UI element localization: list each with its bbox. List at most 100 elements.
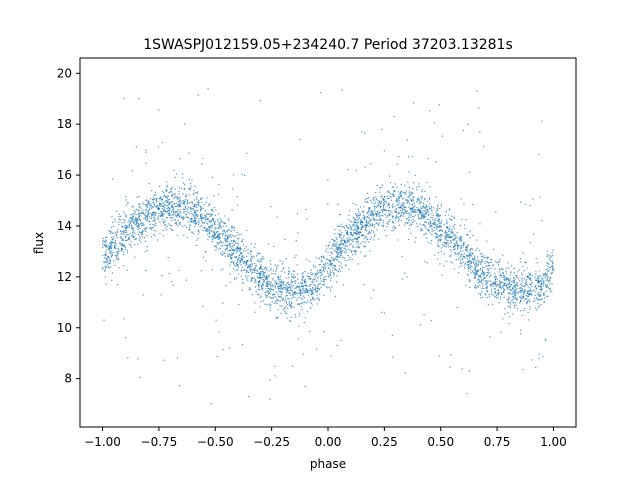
data-point	[134, 232, 136, 234]
data-point	[408, 194, 411, 196]
data-point	[418, 186, 420, 188]
data-point	[111, 236, 113, 238]
data-point	[423, 210, 426, 212]
data-point	[387, 223, 389, 225]
data-point	[231, 245, 234, 248]
data-point	[435, 217, 437, 220]
data-point	[291, 276, 294, 279]
data-point	[514, 292, 516, 295]
data-point	[387, 197, 390, 200]
data-point	[236, 261, 238, 264]
data-point	[394, 218, 396, 221]
data-point	[548, 257, 550, 259]
data-point	[490, 258, 492, 261]
data-point	[308, 276, 310, 278]
data-point	[110, 226, 113, 229]
data-point	[200, 208, 203, 211]
data-point	[527, 284, 529, 287]
data-point	[259, 306, 261, 308]
data-point	[460, 246, 462, 248]
data-point	[469, 269, 472, 271]
data-point	[259, 258, 261, 260]
data-point	[168, 198, 170, 201]
data-point	[262, 274, 264, 276]
data-point	[259, 271, 262, 273]
data-point	[440, 238, 442, 241]
data-point	[385, 202, 387, 205]
data-point	[201, 217, 203, 220]
data-point	[139, 223, 141, 225]
data-point	[241, 239, 244, 241]
data-point	[467, 261, 469, 263]
data-point	[356, 226, 359, 228]
data-point	[130, 246, 132, 248]
data-point	[121, 233, 123, 235]
data-point	[290, 284, 293, 286]
data-point	[194, 205, 196, 208]
data-point	[271, 301, 273, 303]
data-point	[528, 274, 530, 277]
data-point	[166, 196, 168, 199]
data-point	[246, 261, 248, 263]
data-point	[223, 237, 225, 239]
data-point	[532, 300, 534, 303]
data-point	[345, 232, 348, 235]
data-point	[287, 270, 290, 272]
data-point	[467, 267, 470, 270]
data-point	[166, 181, 168, 183]
data-point	[365, 255, 367, 257]
data-point	[431, 228, 433, 230]
data-point	[414, 208, 417, 211]
data-point	[227, 230, 229, 232]
data-point	[206, 218, 209, 221]
data-point	[339, 265, 341, 267]
data-point	[515, 293, 517, 296]
data-point	[413, 182, 415, 184]
data-point	[538, 282, 540, 284]
data-point	[323, 294, 325, 296]
data-point	[411, 209, 414, 211]
data-point	[515, 298, 517, 300]
data-point	[178, 216, 181, 218]
data-point	[524, 282, 527, 285]
data-point	[202, 229, 204, 232]
data-point	[259, 275, 261, 277]
data-point	[430, 225, 433, 227]
data-point	[377, 223, 379, 225]
data-point	[522, 279, 524, 281]
data-point	[498, 291, 500, 294]
data-point	[248, 266, 250, 269]
data-point	[443, 265, 445, 267]
data-point	[446, 232, 448, 234]
data-point	[328, 267, 330, 270]
data-point	[480, 279, 483, 282]
data-point	[437, 225, 439, 227]
data-point	[534, 286, 536, 288]
data-point	[109, 249, 111, 252]
data-point	[301, 285, 303, 287]
data-point	[505, 267, 508, 269]
data-point	[144, 214, 146, 216]
data-point	[283, 300, 286, 302]
data-point	[357, 240, 359, 243]
data-point	[407, 238, 410, 240]
data-point	[195, 196, 198, 198]
data-point	[266, 291, 268, 293]
data-point	[146, 249, 148, 252]
data-point	[146, 219, 148, 221]
data-point	[176, 198, 179, 200]
data-point	[539, 274, 541, 277]
data-point	[486, 297, 488, 299]
data-point	[260, 264, 262, 266]
data-point	[511, 293, 514, 295]
data-point	[142, 202, 144, 204]
data-point	[480, 280, 482, 283]
data-point	[303, 289, 305, 292]
data-point	[434, 219, 436, 221]
data-point	[102, 268, 104, 270]
data-point	[230, 254, 233, 257]
data-point	[460, 247, 463, 249]
data-point	[253, 255, 255, 258]
data-point	[508, 287, 511, 289]
data-point	[382, 215, 384, 217]
